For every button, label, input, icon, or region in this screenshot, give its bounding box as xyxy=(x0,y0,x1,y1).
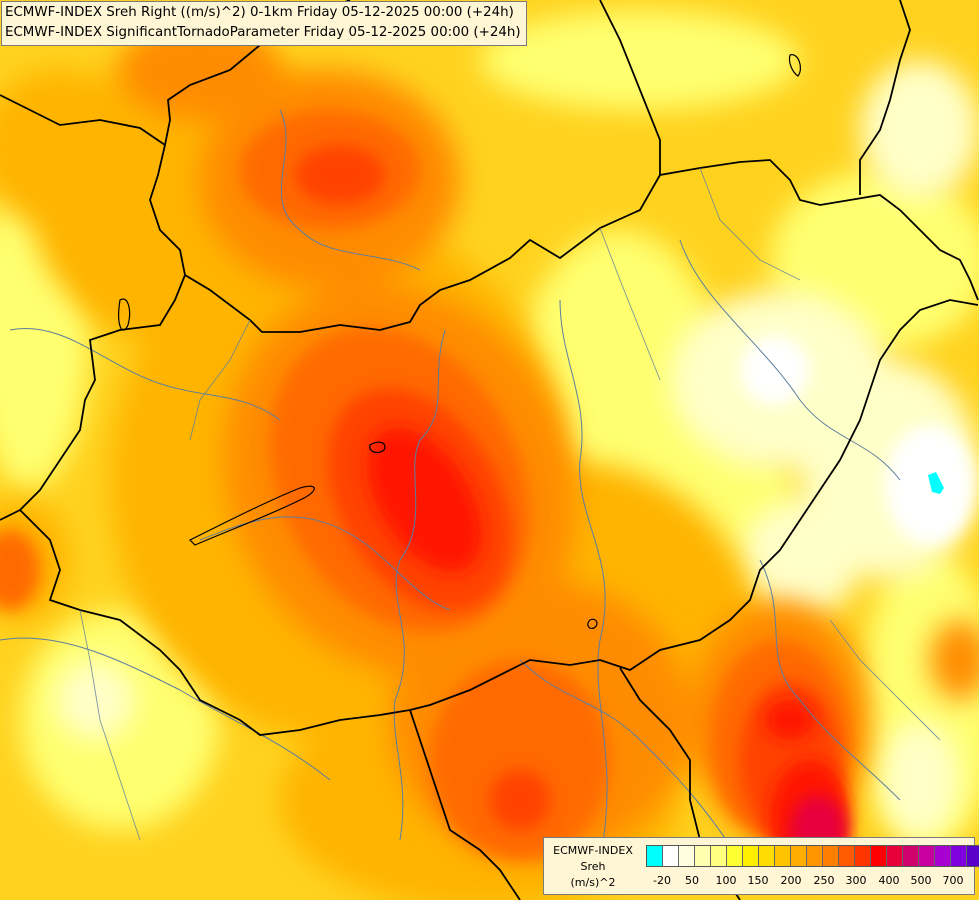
legend-tick-label: 250 xyxy=(813,874,835,887)
legend-swatch-17 xyxy=(919,846,935,866)
legend-swatches xyxy=(646,845,979,867)
legend-swatch-0 xyxy=(647,846,663,866)
legend-swatch-7 xyxy=(759,846,775,866)
legend-swatch-15 xyxy=(887,846,903,866)
legend-swatch-9 xyxy=(791,846,807,866)
legend-tick-label: 500 xyxy=(910,874,932,887)
rivers xyxy=(0,109,901,861)
legend-swatch-2 xyxy=(679,846,695,866)
legend-tick-label: -20 xyxy=(653,874,671,887)
legend-tick-label: 700 xyxy=(942,874,964,887)
cyan-negative-spot xyxy=(928,472,944,494)
legend-ticks: -20 50 100 150 200 250 300 400 500 700 xyxy=(644,874,974,888)
legend-swatch-3 xyxy=(695,846,711,866)
legend-unit-label: (m/s)^2 xyxy=(570,876,616,889)
legend-swatch-20 xyxy=(967,846,979,866)
legend-tick-label: 50 xyxy=(685,874,699,887)
legend-swatch-19 xyxy=(951,846,967,866)
legend-swatch-14 xyxy=(871,846,887,866)
legend-swatch-13 xyxy=(855,846,871,866)
legend-model-label: ECMWF-INDEX xyxy=(553,844,633,857)
legend-swatch-11 xyxy=(823,846,839,866)
legend-parameter-label: Sreh xyxy=(580,860,606,873)
legend-swatch-10 xyxy=(807,846,823,866)
legend-swatch-12 xyxy=(839,846,855,866)
legend-swatch-16 xyxy=(903,846,919,866)
legend-tick-label: 200 xyxy=(780,874,802,887)
legend-tick-label: 400 xyxy=(878,874,900,887)
legend-swatch-5 xyxy=(727,846,743,866)
region-lines xyxy=(79,167,941,841)
color-legend: ECMWF-INDEX Sreh (m/s)^2 -20 50 100 150 200 2… xyxy=(543,837,979,895)
legend-swatch-18 xyxy=(935,846,951,866)
legend-tick-label: 300 xyxy=(845,874,867,887)
field-white-layer xyxy=(740,335,975,545)
legend-tick-label: 150 xyxy=(747,874,769,887)
legend-swatch-8 xyxy=(775,846,791,866)
lakes xyxy=(118,54,802,629)
map-title-line-1: ECMWF-INDEX Sreh Right ((m/s)^2) 0-1km F… xyxy=(5,5,514,20)
map-title-box: ECMWF-INDEX Sreh Right ((m/s)^2) 0-1km F… xyxy=(1,1,527,46)
legend-swatch-1 xyxy=(663,846,679,866)
legend-tick-label: 100 xyxy=(715,874,737,887)
legend-swatch-6 xyxy=(743,846,759,866)
legend-swatch-4 xyxy=(711,846,727,866)
map-title-line-2: ECMWF-INDEX SignificantTornadoParameter … xyxy=(5,25,521,40)
